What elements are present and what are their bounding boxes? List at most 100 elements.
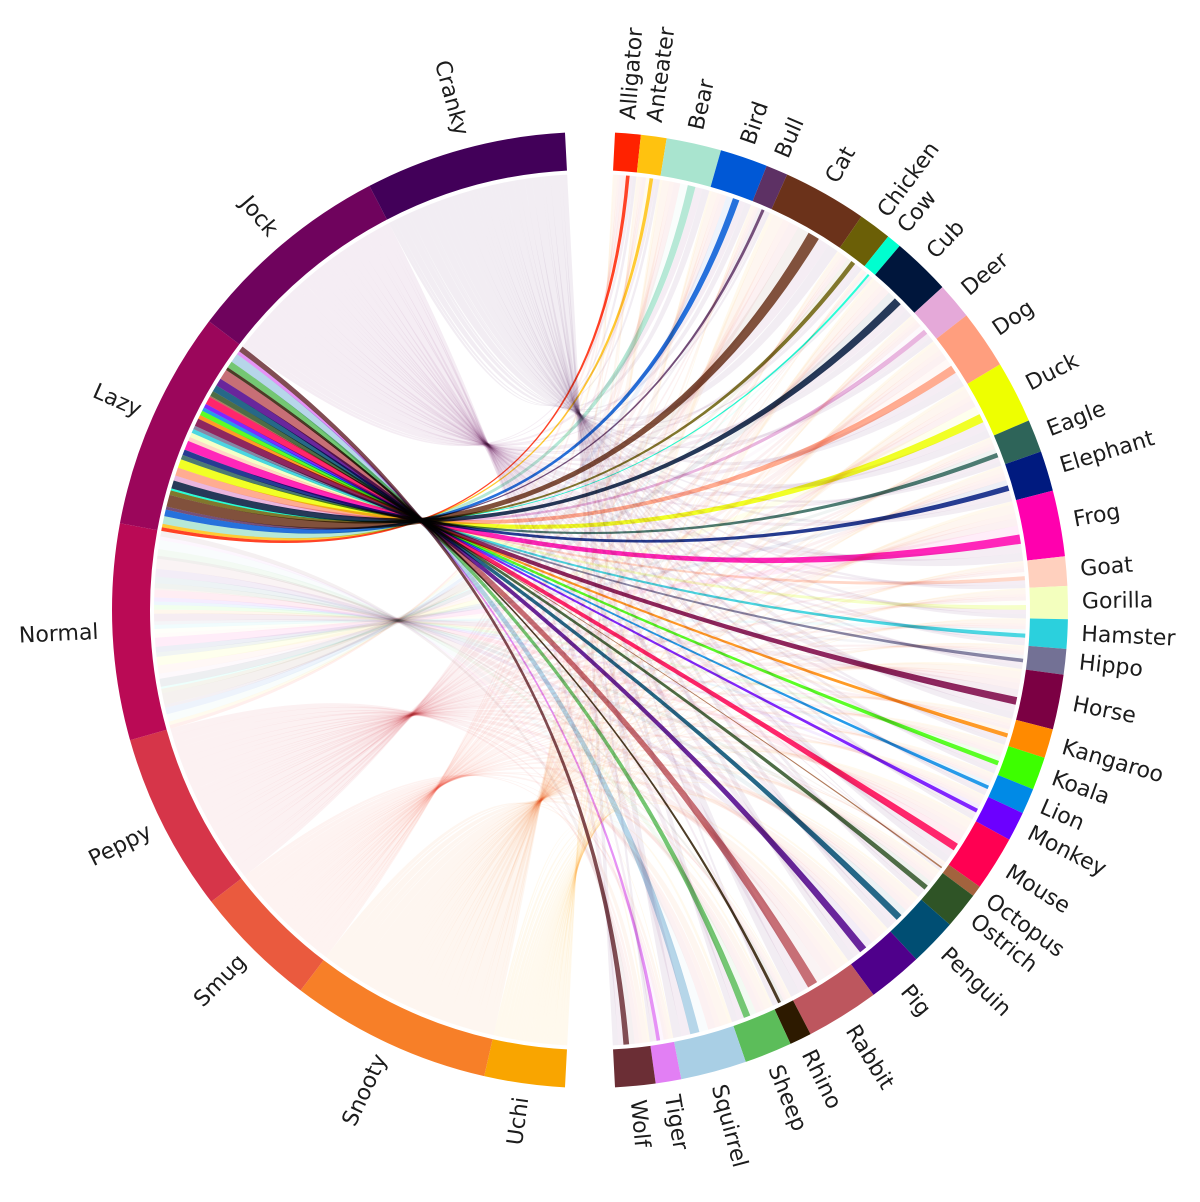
label-squirrel: Squirrel (706, 1082, 752, 1170)
label-alligator: Alligator (616, 26, 648, 121)
arc-normal (112, 523, 167, 741)
label-deer: Deer (957, 247, 1014, 301)
arc-chicken (839, 216, 889, 267)
ribbon-cranky-cat (409, 208, 838, 422)
ribbon-layer (154, 174, 1026, 1046)
label-bird: Bird (736, 99, 774, 149)
label-lazy: Lazy (89, 379, 145, 422)
ribbon-cranky-squirrel (550, 175, 682, 1038)
label-duck: Duck (1022, 348, 1083, 396)
label-eagle: Eagle (1043, 396, 1109, 442)
arc-frog (1016, 490, 1065, 561)
arc-sheep (733, 1009, 791, 1062)
ribbon-normal-squirrel (158, 539, 709, 1033)
label-hamster: Hamster (1081, 622, 1177, 652)
arc-peppy (130, 729, 242, 902)
arc-penguin (890, 899, 950, 960)
label-cub: Cub (922, 216, 970, 265)
arc-uchi (484, 1039, 567, 1088)
label-frog: Frog (1071, 499, 1122, 532)
ribbon-snooty-cat (460, 214, 784, 1030)
ribbon-snooty-penguin (361, 772, 917, 985)
label-uchi: Uchi (503, 1096, 534, 1147)
arc-pig (850, 931, 917, 995)
label-normal: Normal (18, 620, 99, 649)
arc-duck (967, 364, 1029, 436)
label-smug: Smug (189, 950, 251, 1013)
label-goat: Goat (1079, 553, 1134, 582)
arc-elephant (1005, 451, 1053, 501)
ribbon-uchi-rabbit (503, 802, 849, 1039)
arc-horse (1016, 669, 1064, 730)
ribbon-normal-gorilla (154, 600, 1026, 634)
arc-jock (209, 185, 387, 345)
label-anteater: Anteater (643, 25, 681, 124)
arc-mouse (948, 821, 1010, 887)
arc-cranky (369, 132, 567, 220)
arc-separator (149, 169, 1031, 1051)
arc-cub (875, 245, 943, 313)
arc-gorilla (1029, 585, 1068, 620)
label-cranky: Cranky (429, 58, 473, 139)
label-hippo: Hippo (1078, 650, 1144, 682)
arc-alligator (613, 132, 641, 173)
arc-ostrich (921, 873, 974, 925)
ribbon-cranky-wolf (561, 174, 619, 1046)
label-pig: Pig (895, 980, 935, 1021)
ribbon-lazy-mouse (205, 397, 958, 851)
arc-rhino (774, 1000, 811, 1044)
label-bull: Bull (770, 114, 809, 162)
arc-snooty (300, 960, 493, 1077)
arc-bird (710, 150, 767, 202)
ribbon-jock-pig (350, 241, 861, 957)
ribbon-normal-frog (154, 525, 1020, 647)
ribbon-lazy-cub (171, 298, 901, 523)
arc-bull (752, 165, 788, 210)
arc-tiger (650, 1041, 682, 1084)
label-dog: Dog (988, 296, 1039, 342)
arc-goat (1027, 556, 1068, 588)
arc-smug (211, 878, 324, 991)
ribbon-normal-hamster (154, 618, 1026, 634)
label-cat: Cat (821, 142, 861, 187)
ribbon-snooty-tiger (330, 802, 672, 1039)
ribbon-lazy-frog (184, 440, 1021, 564)
label-snooty: Snooty (338, 1050, 393, 1130)
ribbon-peppy-dog (214, 353, 947, 838)
ribbon-cranky-bull (406, 211, 770, 412)
ribbon-snooty-bear (480, 180, 670, 1034)
label-wolf: Wolf (625, 1099, 655, 1150)
arc-squirrel (674, 1025, 746, 1080)
label-rhino: Rhino (796, 1046, 846, 1113)
arc-dog (936, 315, 1001, 384)
arc-anteater (636, 134, 667, 176)
arc-layer (112, 132, 1068, 1088)
arc-cow (864, 236, 900, 275)
arc-eagle (993, 420, 1041, 465)
arc-lion (988, 775, 1034, 814)
arc-deer (914, 287, 967, 339)
arc-bear (660, 138, 721, 187)
arc-monkey (975, 796, 1023, 840)
ribbon-snooty-squirrel (332, 800, 729, 1026)
arc-hamster (1028, 618, 1068, 649)
label-jock: Jock (233, 190, 282, 242)
label-peppy: Peppy (85, 819, 156, 871)
label-bear: Bear (684, 76, 720, 132)
arc-kangaroo (1008, 719, 1053, 758)
label-tiger: Tiger (659, 1092, 693, 1153)
ribbon-lazy-lion (202, 407, 990, 790)
label-gorilla: Gorilla (1082, 588, 1154, 614)
ribbon-jock-rabbit (356, 236, 809, 993)
arc-lazy (119, 321, 240, 531)
arc-wolf (613, 1045, 656, 1088)
ribbon-snooty-pig (355, 781, 886, 982)
arc-rabbit (793, 964, 874, 1035)
ribbon-jock-cat (257, 238, 829, 451)
label-horse: Horse (1070, 692, 1138, 729)
ribbon-peppy-rabbit (177, 711, 833, 977)
arc-octopus (942, 864, 980, 896)
arc-hippo (1025, 645, 1067, 675)
label-rabbit: Rabbit (840, 1021, 899, 1095)
